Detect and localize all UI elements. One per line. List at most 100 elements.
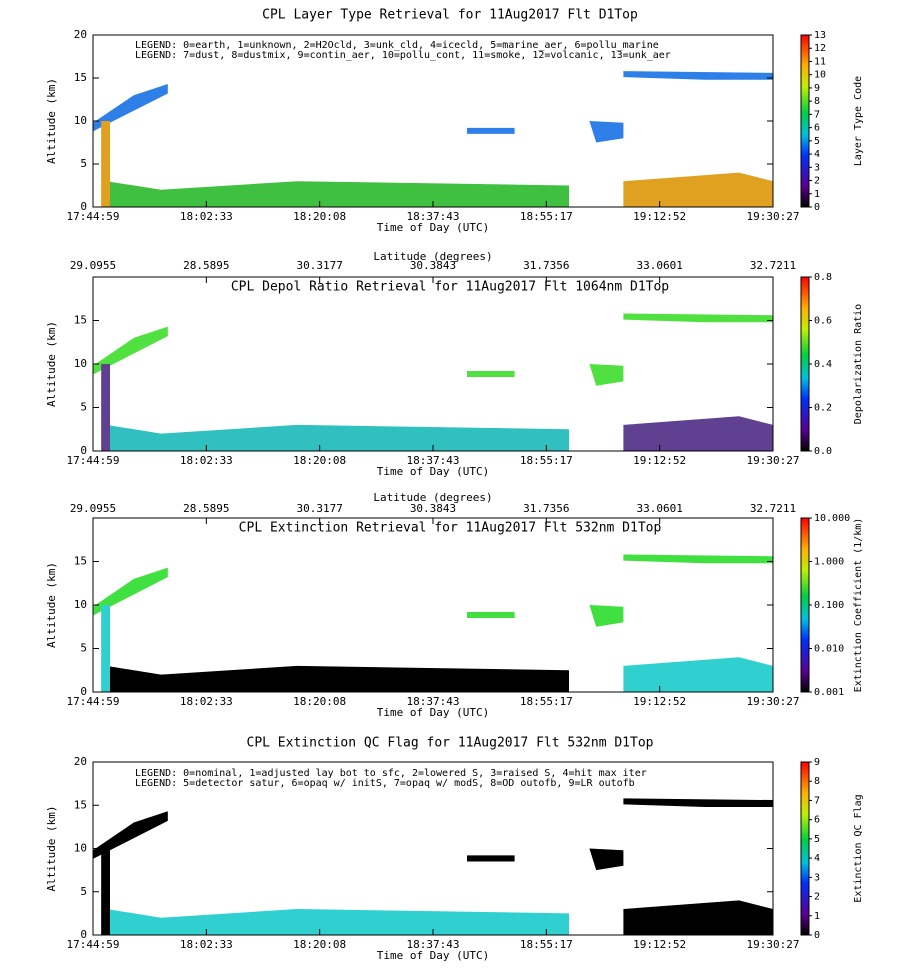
- colorbar-label: Extinction QC Flag: [853, 794, 864, 902]
- chart-title: CPL Depol Ratio Retrieval for 11Aug2017 …: [231, 280, 669, 295]
- curtain-feature: [93, 567, 168, 616]
- colorbar-label: Layer Type Code: [853, 76, 864, 166]
- y-tick-label: 15: [74, 314, 87, 327]
- y-axis-label: Altitude (km): [45, 562, 58, 648]
- y-tick-label: 10: [74, 357, 87, 370]
- curtain-feature: [101, 605, 110, 692]
- top-tick-label: 28.5895: [183, 502, 229, 515]
- x-tick-label: 18:37:43: [407, 938, 460, 951]
- curtain-feature: [623, 900, 773, 935]
- curtain-feature: [623, 657, 773, 692]
- x-tick-label: 18:37:43: [407, 210, 460, 223]
- legend-text: LEGEND: 7=dust, 8=dustmix, 9=contin_aer,…: [135, 50, 671, 61]
- curtain-feature: [623, 313, 773, 323]
- colorbar-tick-label: 0.100: [814, 600, 844, 611]
- colorbar-tick-label: 6: [814, 123, 820, 134]
- colorbar-label: Depolarization Ratio: [853, 304, 864, 424]
- curtain-feature: [467, 370, 515, 378]
- colorbar-tick-label: 9: [814, 757, 820, 768]
- colorbar-tick-label: 7: [814, 109, 820, 120]
- top-tick-label: 30.3843: [410, 259, 456, 272]
- x-tick-label: 18:55:17: [520, 938, 573, 951]
- colorbar-tick-label: 0.6: [814, 316, 832, 327]
- colorbar-tick-label: 0.001: [814, 687, 844, 698]
- colorbar-tick-label: 4: [814, 853, 820, 864]
- colorbar-tick-label: 2: [814, 892, 820, 903]
- colorbar-tick-label: 0: [814, 930, 820, 941]
- top-tick-label: 33.0601: [636, 502, 682, 515]
- top-tick-label: 32.7211: [750, 502, 796, 515]
- top-tick-label: 30.3177: [296, 259, 342, 272]
- top-tick-label: 33.0601: [636, 259, 682, 272]
- x-tick-label: 19:30:27: [747, 938, 800, 951]
- x-tick-label: 18:02:33: [180, 938, 233, 951]
- curtain-feature: [623, 71, 773, 80]
- y-tick-label: 15: [74, 798, 87, 811]
- x-tick-label: 19:12:52: [633, 695, 686, 708]
- curtain-feature: [589, 121, 624, 143]
- curtain-feature: [467, 855, 515, 862]
- y-tick-label: 0: [80, 444, 87, 457]
- y-tick-label: 10: [74, 114, 87, 127]
- x-tick-label: 19:30:27: [747, 454, 800, 467]
- y-tick-label: 5: [80, 157, 87, 170]
- y-tick-label: 0: [80, 928, 87, 941]
- colorbar-tick-label: 11: [814, 56, 826, 67]
- colorbar-tick-label: 13: [814, 30, 826, 41]
- colorbar-tick-label: 1: [814, 911, 820, 922]
- x-tick-label: 18:37:43: [407, 695, 460, 708]
- y-tick-label: 10: [74, 842, 87, 855]
- chart-title: CPL Extinction Retrieval for 11Aug2017 F…: [239, 521, 662, 536]
- x-tick-label: 18:55:17: [520, 210, 573, 223]
- x-axis-label: Time of Day (UTC): [377, 465, 490, 478]
- x-tick-label: 18:02:33: [180, 695, 233, 708]
- y-tick-label: 0: [80, 200, 87, 213]
- colorbar-tick-label: 10: [814, 70, 826, 81]
- colorbar-tick-label: 5: [814, 136, 820, 147]
- x-tick-label: 18:02:33: [180, 210, 233, 223]
- colorbar-tick-label: 9: [814, 83, 820, 94]
- colorbar-label: Extinction Coefficient (1/km): [853, 518, 864, 693]
- y-axis-label: Altitude (km): [45, 78, 58, 164]
- x-tick-label: 18:55:17: [520, 454, 573, 467]
- curtain-feature: [101, 848, 110, 935]
- curtain-feature: [467, 611, 515, 619]
- colorbar-tick-label: 2: [814, 176, 820, 187]
- curtain-feature: [106, 424, 569, 451]
- curtain-feature: [623, 554, 773, 564]
- colorbar-tick-label: 3: [814, 872, 820, 883]
- curtain-feature: [93, 811, 168, 859]
- top-tick-label: 28.5895: [183, 259, 229, 272]
- legend-text: LEGEND: 0=nominal, 1=adjusted lay bot to…: [135, 768, 647, 779]
- x-axis-label: Time of Day (UTC): [377, 221, 490, 234]
- curtain-feature: [106, 909, 569, 935]
- top-axis-label: Latitude (degrees): [373, 491, 492, 504]
- colorbar: [800, 34, 810, 208]
- x-tick-label: 18:20:08: [293, 210, 346, 223]
- colorbar: [800, 517, 810, 693]
- y-tick-label: 10: [74, 598, 87, 611]
- curtain-feature: [589, 848, 624, 871]
- top-tick-label: 31.7356: [523, 502, 569, 515]
- x-tick-label: 19:30:27: [747, 210, 800, 223]
- chart-title: CPL Extinction QC Flag for 11Aug2017 Flt…: [247, 736, 654, 751]
- chart-title: CPL Layer Type Retrieval for 11Aug2017 F…: [262, 8, 638, 23]
- x-tick-label: 19:12:52: [633, 210, 686, 223]
- curtain-feature: [589, 605, 624, 627]
- colorbar-tick-label: 6: [814, 815, 820, 826]
- curtain-feature: [93, 326, 168, 375]
- top-tick-label: 30.3177: [296, 502, 342, 515]
- top-tick-label: 30.3843: [410, 502, 456, 515]
- colorbar-tick-label: 3: [814, 162, 820, 173]
- colorbar-tick-label: 1.000: [814, 557, 844, 568]
- curtain-feature: [623, 172, 773, 207]
- colorbar-tick-label: 0.2: [814, 403, 832, 414]
- colorbar-tick-label: 4: [814, 149, 820, 160]
- colorbar-tick-label: 5: [814, 834, 820, 845]
- x-tick-label: 18:20:08: [293, 938, 346, 951]
- x-axis-label: Time of Day (UTC): [377, 706, 490, 719]
- y-tick-label: 20: [74, 28, 87, 41]
- y-tick-label: 5: [80, 401, 87, 414]
- y-tick-label: 5: [80, 885, 87, 898]
